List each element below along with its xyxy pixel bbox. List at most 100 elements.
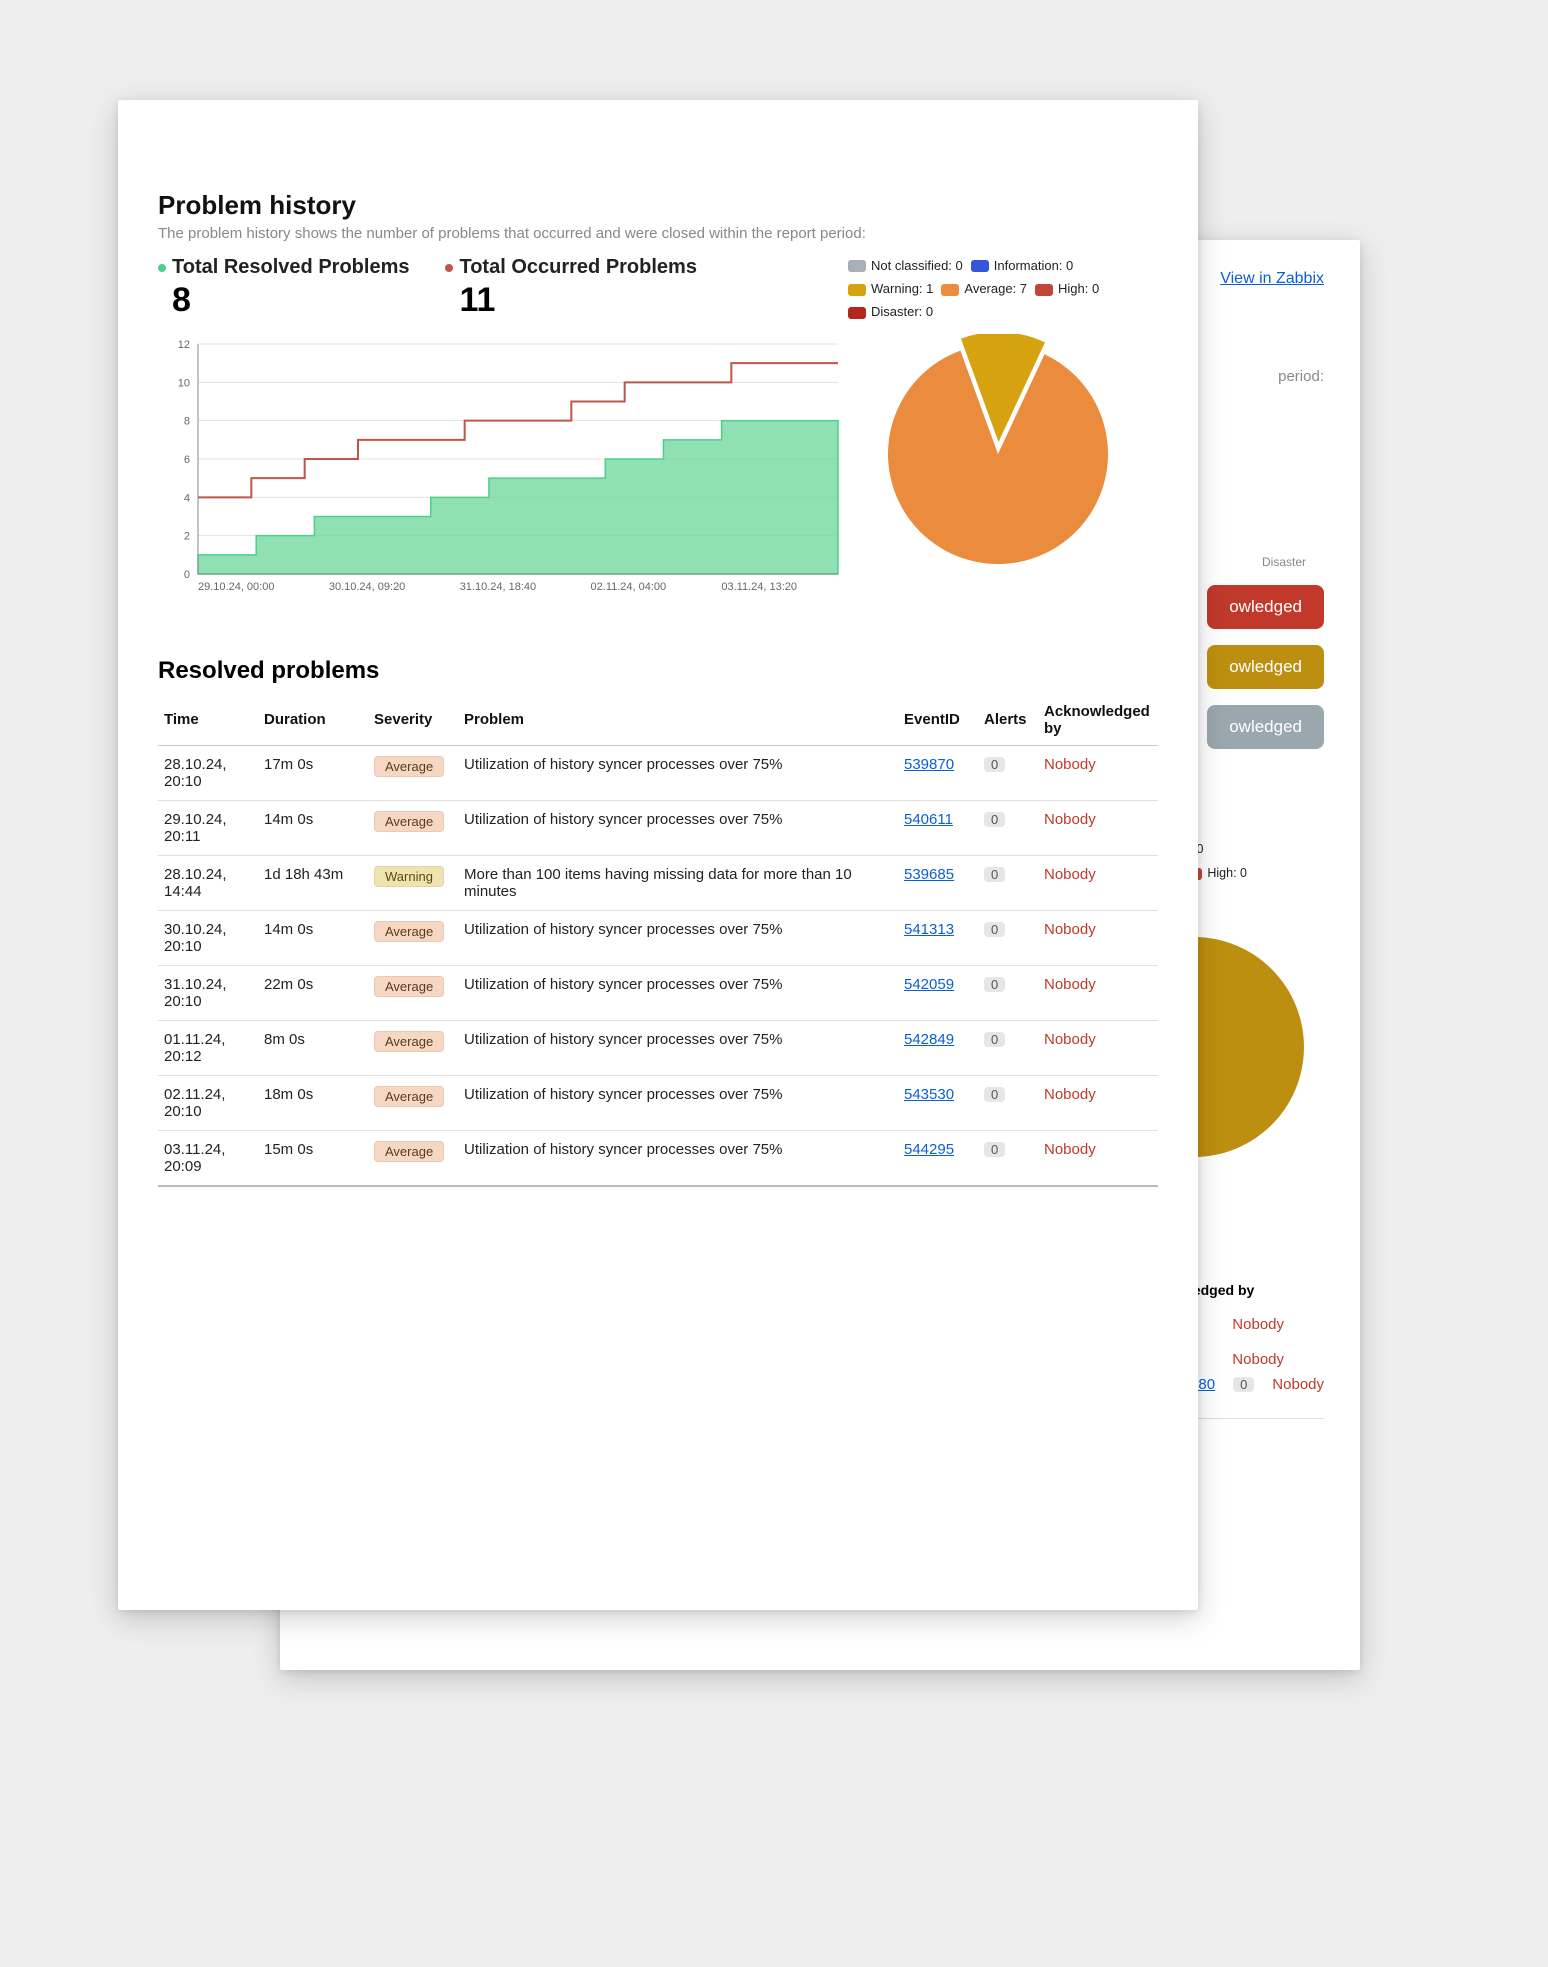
svg-text:31.10.24, 18:40: 31.10.24, 18:40 xyxy=(460,581,536,593)
back-ack-button-gray[interactable]: owledged xyxy=(1207,705,1324,749)
svg-text:12: 12 xyxy=(178,339,190,351)
stat-resolved-label: Total Resolved Problems xyxy=(172,256,409,279)
severity-pill: Average xyxy=(374,921,444,942)
eventid-link[interactable]: 540611 xyxy=(904,811,953,828)
svg-text:8: 8 xyxy=(184,415,190,427)
legend-label: Disaster: 0 xyxy=(871,302,933,323)
svg-text:2: 2 xyxy=(184,530,190,542)
severity-legend: Not classified: 0 Information: 0 Warning: … xyxy=(848,256,1158,326)
alerts-badge: 0 xyxy=(984,977,1005,992)
eventid-link[interactable]: 542849 xyxy=(904,1031,954,1048)
back-ack-button-red[interactable]: owledged xyxy=(1207,585,1324,629)
severity-pie-chart xyxy=(878,334,1128,589)
eventid-link[interactable]: 544295 xyxy=(904,1141,954,1158)
stat-resolved: Total Resolved Problems 8 xyxy=(158,256,409,326)
eventid-link[interactable]: 539685 xyxy=(904,866,954,883)
eventid-link[interactable]: 539870 xyxy=(904,756,954,773)
stat-resolved-value: 8 xyxy=(172,281,409,320)
legend-swatch xyxy=(848,284,866,296)
svg-text:10: 10 xyxy=(178,377,190,389)
col-alerts[interactable]: Alerts xyxy=(978,695,1038,746)
table-row: 03.11.24, 20:0915m 0sAverageUtilization … xyxy=(158,1130,1158,1186)
svg-text:4: 4 xyxy=(184,492,190,504)
severity-pill: Warning xyxy=(374,866,444,887)
stat-occurred: Total Occurred Problems 11 xyxy=(445,256,696,326)
ack-nobody: Nobody xyxy=(1044,756,1096,773)
problem-history-sub: The problem history shows the number of … xyxy=(158,225,1158,242)
stat-occurred-value: 11 xyxy=(459,281,696,320)
eventid-link[interactable]: 541313 xyxy=(904,921,954,938)
legend-item: Disaster: 0 xyxy=(848,302,933,323)
svg-text:03.11.24, 13:20: 03.11.24, 13:20 xyxy=(721,581,797,593)
legend-swatch xyxy=(1035,284,1053,296)
legend-swatch xyxy=(848,307,866,319)
eventid-link[interactable]: 542059 xyxy=(904,976,954,993)
table-row: 01.11.24, 20:128m 0sAverageUtilization o… xyxy=(158,1020,1158,1075)
ack-nobody: Nobody xyxy=(1044,1141,1096,1158)
stat-occurred-label: Total Occurred Problems xyxy=(459,256,696,279)
table-row: 29.10.24, 20:1114m 0sAverageUtilization … xyxy=(158,800,1158,855)
ack-nobody: Nobody xyxy=(1044,866,1096,883)
severity-pill: Average xyxy=(374,976,444,997)
eventid-link[interactable]: 543530 xyxy=(904,1086,954,1103)
legend-item: Warning: 1 xyxy=(848,279,933,300)
svg-text:0: 0 xyxy=(184,569,190,581)
stat-dot-occurred xyxy=(445,264,453,272)
col-time[interactable]: Time xyxy=(158,695,258,746)
alerts-badge: 0 xyxy=(984,1142,1005,1157)
alerts-badge: 0 xyxy=(984,867,1005,882)
table-row: 31.10.24, 20:1022m 0sAverageUtilization … xyxy=(158,965,1158,1020)
history-line-chart: 0 2 4 6 8 10 12 29.10.24, 00:00 30.10.24, 09:20 3… xyxy=(158,334,848,639)
legend-label: High: 0 xyxy=(1207,863,1247,884)
legend-swatch xyxy=(971,260,989,272)
table-row: 02.11.24, 20:1018m 0sAverageUtilization … xyxy=(158,1075,1158,1130)
col-duration[interactable]: Duration xyxy=(258,695,368,746)
stat-dot-resolved xyxy=(158,264,166,272)
legend-label: High: 0 xyxy=(1058,279,1099,300)
front-report-card: Problem history The problem history show… xyxy=(118,100,1198,1610)
legend-item: Information: 0 xyxy=(971,256,1074,277)
legend-item: High: 0 xyxy=(1035,279,1099,300)
svg-text:30.10.24, 09:20: 30.10.24, 09:20 xyxy=(329,581,405,593)
ack-nobody: Nobody xyxy=(1044,976,1096,993)
table-row: 28.10.24, 20:1017m 0sAverageUtilization … xyxy=(158,745,1158,800)
legend-label: Warning: 1 xyxy=(871,279,933,300)
table-row: 28.10.24, 14:441d 18h 43mWarningMore tha… xyxy=(158,855,1158,910)
legend-swatch xyxy=(941,284,959,296)
ack-nobody: Nobody xyxy=(1044,811,1096,828)
chart-row: 0 2 4 6 8 10 12 29.10.24, 00:00 30.10.24, 09:20 3… xyxy=(158,334,1158,639)
severity-pill: Average xyxy=(374,756,444,777)
legend-swatch xyxy=(848,260,866,272)
severity-pill: Average xyxy=(374,1031,444,1052)
legend-item: Not classified: 0 xyxy=(848,256,963,277)
svg-text:6: 6 xyxy=(184,454,190,466)
svg-text:29.10.24, 00:00: 29.10.24, 00:00 xyxy=(198,581,274,593)
alerts-badge: 0 xyxy=(1233,1377,1254,1392)
cell-ack: Nobody xyxy=(1272,1376,1324,1393)
legend-label: Not classified: 0 xyxy=(871,256,963,277)
col-severity[interactable]: Severity xyxy=(368,695,458,746)
resolved-problems-table: TimeDurationSeverityProblemEventIDAlerts… xyxy=(158,695,1158,1187)
back-pie-fragment xyxy=(1194,937,1364,1162)
legend-label: Information: 0 xyxy=(994,256,1074,277)
ack-nobody: Nobody xyxy=(1044,1031,1096,1048)
svg-text:02.11.24, 04:00: 02.11.24, 04:00 xyxy=(591,581,667,593)
alerts-badge: 0 xyxy=(984,922,1005,937)
stats-row: Total Resolved Problems 8 Total Occurred… xyxy=(158,256,1158,326)
ack-nobody: Nobody xyxy=(1044,921,1096,938)
severity-pill: Average xyxy=(374,1086,444,1107)
severity-pill: Average xyxy=(374,1141,444,1162)
col-acknowledged-by[interactable]: Acknowledged by xyxy=(1038,695,1158,746)
alerts-badge: 0 xyxy=(984,1032,1005,1047)
table-row: 30.10.24, 20:1014m 0sAverageUtilization … xyxy=(158,910,1158,965)
legend-label: Average: 7 xyxy=(964,279,1027,300)
col-eventid[interactable]: EventID xyxy=(898,695,978,746)
severity-pill: Average xyxy=(374,811,444,832)
alerts-badge: 0 xyxy=(984,757,1005,772)
resolved-problems-title: Resolved problems xyxy=(158,657,1158,685)
legend-item: Average: 7 xyxy=(941,279,1027,300)
problem-history-title: Problem history xyxy=(158,190,1158,221)
col-problem[interactable]: Problem xyxy=(458,695,898,746)
alerts-badge: 0 xyxy=(984,1087,1005,1102)
back-ack-button-gold[interactable]: owledged xyxy=(1207,645,1324,689)
